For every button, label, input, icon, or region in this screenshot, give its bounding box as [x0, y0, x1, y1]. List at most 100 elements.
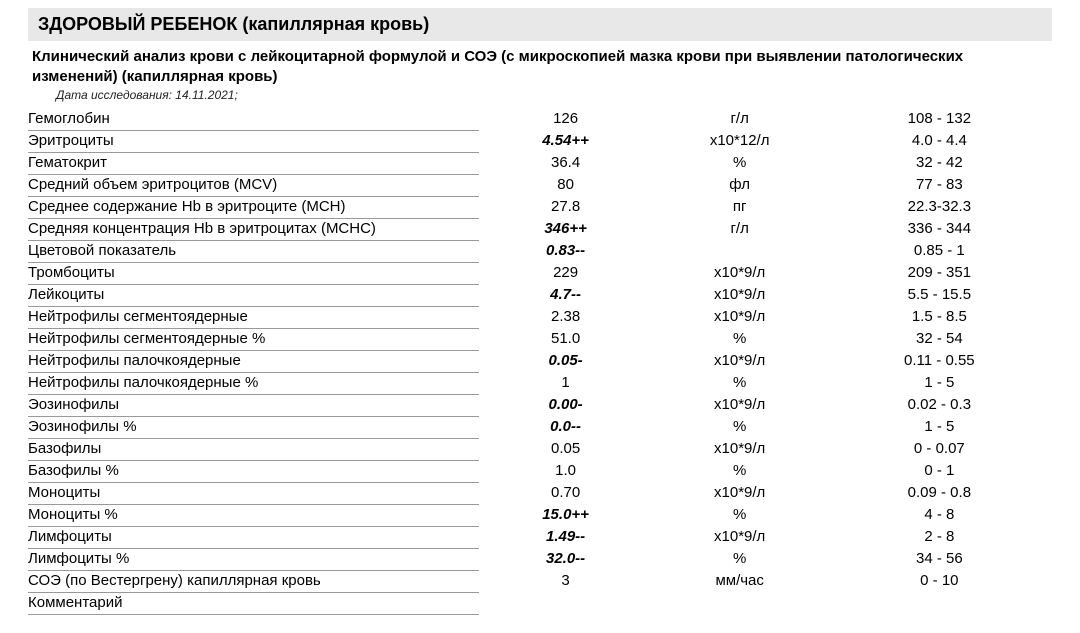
parameter-value: 15.0++	[479, 504, 653, 526]
parameter-value: 0.05	[479, 438, 653, 460]
parameter-range: 4 - 8	[827, 504, 1052, 526]
parameter-name: Лейкоциты	[28, 284, 479, 306]
parameter-range	[827, 592, 1052, 614]
parameter-name: Лимфоциты	[28, 526, 479, 548]
parameter-value: 51.0	[479, 328, 653, 350]
table-row: Лимфоциты1.49--х10*9/л2 - 8	[28, 526, 1052, 548]
parameter-name: Цветовой показатель	[28, 240, 479, 262]
parameter-name: Нейтрофилы палочкоядерные %	[28, 372, 479, 394]
parameter-name: Базофилы %	[28, 460, 479, 482]
parameter-unit: %	[653, 328, 827, 350]
parameter-value: 3	[479, 570, 653, 592]
parameter-range: 5.5 - 15.5	[827, 284, 1052, 306]
table-row: Нейтрофилы сегментоядерные2.38х10*9/л1.5…	[28, 306, 1052, 328]
table-row: Базофилы0.05х10*9/л0 - 0.07	[28, 438, 1052, 460]
parameter-value: 229	[479, 262, 653, 284]
parameter-value: 0.0--	[479, 416, 653, 438]
parameter-unit: х10*9/л	[653, 526, 827, 548]
parameter-range: 1 - 5	[827, 416, 1052, 438]
parameter-name: Эритроциты	[28, 130, 479, 152]
parameter-unit: %	[653, 460, 827, 482]
results-table: Гемоглобин126г/л108 - 132Эритроциты4.54+…	[28, 108, 1052, 615]
table-row: Гемоглобин126г/л108 - 132	[28, 108, 1052, 130]
parameter-range: 4.0 - 4.4	[827, 130, 1052, 152]
table-row: Базофилы %1.0%0 - 1	[28, 460, 1052, 482]
parameter-value: 126	[479, 108, 653, 130]
parameter-range: 0.02 - 0.3	[827, 394, 1052, 416]
parameter-name: СОЭ (по Вестергрену) капиллярная кровь	[28, 570, 479, 592]
parameter-value: 2.38	[479, 306, 653, 328]
parameter-name: Комментарий	[28, 592, 479, 614]
table-row: Гематокрит36.4%32 - 42	[28, 152, 1052, 174]
parameter-unit: пг	[653, 196, 827, 218]
parameter-name: Среднее содержание Hb в эритроците (MCH)	[28, 196, 479, 218]
parameter-range: 336 - 344	[827, 218, 1052, 240]
parameter-range: 32 - 54	[827, 328, 1052, 350]
table-row: Моноциты0.70х10*9/л0.09 - 0.8	[28, 482, 1052, 504]
parameter-unit: х10*9/л	[653, 438, 827, 460]
parameter-unit: х10*9/л	[653, 394, 827, 416]
parameter-name: Лимфоциты %	[28, 548, 479, 570]
table-row: Моноциты %15.0++%4 - 8	[28, 504, 1052, 526]
report-title: ЗДОРОВЫЙ РЕБЕНОК (капиллярная кровь)	[28, 8, 1052, 41]
parameter-value: 0.70	[479, 482, 653, 504]
parameter-range: 209 - 351	[827, 262, 1052, 284]
parameter-range: 0 - 1	[827, 460, 1052, 482]
table-row: Нейтрофилы палочкоядерные %1%1 - 5	[28, 372, 1052, 394]
parameter-unit: мм/час	[653, 570, 827, 592]
parameter-unit: х10*12/л	[653, 130, 827, 152]
parameter-name: Моноциты	[28, 482, 479, 504]
table-row: СОЭ (по Вестергрену) капиллярная кровь3м…	[28, 570, 1052, 592]
parameter-value: 32.0--	[479, 548, 653, 570]
parameter-range: 77 - 83	[827, 174, 1052, 196]
report-container: ЗДОРОВЫЙ РЕБЕНОК (капиллярная кровь) Кли…	[0, 0, 1080, 623]
table-row: Нейтрофилы сегментоядерные %51.0%32 - 54	[28, 328, 1052, 350]
parameter-unit: х10*9/л	[653, 262, 827, 284]
study-date: Дата исследования: 14.11.2021;	[28, 88, 1052, 102]
parameter-value: 0.05-	[479, 350, 653, 372]
parameter-value: 1	[479, 372, 653, 394]
parameter-range: 22.3-32.3	[827, 196, 1052, 218]
report-subtitle: Клинический анализ крови с лейкоцитарной…	[28, 47, 1052, 86]
parameter-unit: %	[653, 504, 827, 526]
parameter-unit: %	[653, 372, 827, 394]
parameter-range: 0.11 - 0.55	[827, 350, 1052, 372]
parameter-value: 1.0	[479, 460, 653, 482]
parameter-range: 0.09 - 0.8	[827, 482, 1052, 504]
parameter-value: 36.4	[479, 152, 653, 174]
parameter-name: Нейтрофилы палочкоядерные	[28, 350, 479, 372]
parameter-name: Средний объем эритроцитов (MCV)	[28, 174, 479, 196]
table-row: Эритроциты4.54++х10*12/л4.0 - 4.4	[28, 130, 1052, 152]
parameter-range: 0 - 10	[827, 570, 1052, 592]
parameter-unit: %	[653, 152, 827, 174]
table-row: Средний объем эритроцитов (MCV)80фл77 - …	[28, 174, 1052, 196]
parameter-unit: х10*9/л	[653, 284, 827, 306]
table-row: Лейкоциты4.7--х10*9/л5.5 - 15.5	[28, 284, 1052, 306]
parameter-unit: г/л	[653, 108, 827, 130]
parameter-range: 32 - 42	[827, 152, 1052, 174]
table-row: Комментарий	[28, 592, 1052, 614]
table-row: Эозинофилы0.00-х10*9/л0.02 - 0.3	[28, 394, 1052, 416]
parameter-name: Тромбоциты	[28, 262, 479, 284]
parameter-value: 0.00-	[479, 394, 653, 416]
parameter-value: 80	[479, 174, 653, 196]
parameter-name: Эозинофилы	[28, 394, 479, 416]
parameter-value: 27.8	[479, 196, 653, 218]
parameter-range: 1.5 - 8.5	[827, 306, 1052, 328]
table-row: Эозинофилы %0.0--%1 - 5	[28, 416, 1052, 438]
parameter-name: Гематокрит	[28, 152, 479, 174]
parameter-value: 346++	[479, 218, 653, 240]
parameter-name: Базофилы	[28, 438, 479, 460]
parameter-name: Эозинофилы %	[28, 416, 479, 438]
parameter-unit: х10*9/л	[653, 350, 827, 372]
parameter-unit: х10*9/л	[653, 482, 827, 504]
parameter-range: 1 - 5	[827, 372, 1052, 394]
parameter-name: Средняя концентрация Hb в эритроцитах (M…	[28, 218, 479, 240]
table-row: Тромбоциты229х10*9/л209 - 351	[28, 262, 1052, 284]
parameter-range: 0 - 0.07	[827, 438, 1052, 460]
parameter-value: 4.54++	[479, 130, 653, 152]
parameter-name: Нейтрофилы сегментоядерные	[28, 306, 479, 328]
parameter-unit	[653, 592, 827, 614]
parameter-name: Нейтрофилы сегментоядерные %	[28, 328, 479, 350]
parameter-unit: х10*9/л	[653, 306, 827, 328]
